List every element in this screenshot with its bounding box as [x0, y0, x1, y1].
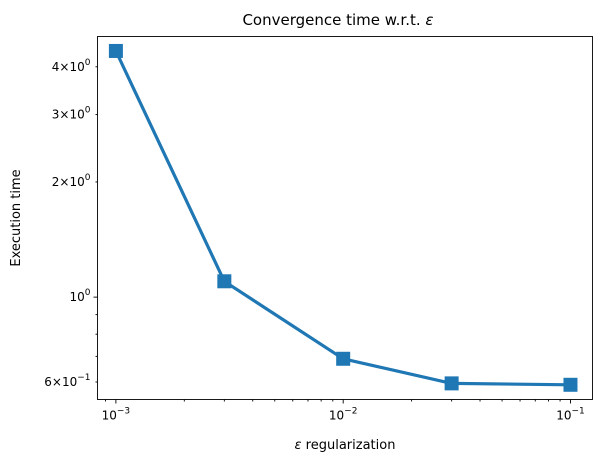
y-tick-base: 10 — [62, 375, 77, 389]
series-line — [114, 50, 571, 387]
y-tick-mantissa: 4 — [52, 60, 60, 74]
x-tick-base: 10 — [329, 409, 344, 423]
y-tick-label: 6×10−1 — [44, 373, 90, 389]
y-tick-exponent: 0 — [85, 106, 91, 116]
data-point-marker — [217, 274, 232, 289]
data-point-marker — [108, 43, 123, 58]
axes-frame — [97, 36, 593, 400]
x-tick-base: 10 — [556, 409, 571, 423]
y-tick-base: 10 — [69, 60, 84, 74]
y-tick-base: 10 — [69, 175, 84, 189]
y-tick-exponent: 0 — [85, 173, 91, 183]
y-tick-times: × — [52, 375, 62, 389]
data-point-marker — [336, 351, 351, 366]
y-axis-label: Execution time — [9, 169, 24, 266]
y-tick-label: 2×100 — [52, 173, 91, 189]
chart-title-symbol: ε — [425, 11, 433, 29]
y-tick-times: × — [59, 175, 69, 189]
x-tick-label: 10−1 — [556, 407, 585, 423]
data-point-marker — [444, 376, 459, 391]
x-tick-base: 10 — [102, 409, 117, 423]
y-tick-mantissa: 3 — [52, 108, 60, 122]
y-tick-label: 4×100 — [52, 58, 91, 74]
x-tick-exponent: −1 — [571, 407, 584, 417]
x-axis-ticks: 10−3 10−2 10−1 — [102, 399, 585, 423]
y-tick-mantissa: 2 — [52, 175, 60, 189]
y-tick-exponent: 0 — [85, 58, 91, 68]
y-tick-label: 3×100 — [52, 106, 91, 122]
y-tick-times: × — [59, 60, 69, 74]
series-execution-time — [108, 43, 578, 392]
x-axis-label-text: regularization — [302, 438, 396, 453]
x-tick-exponent: −2 — [344, 407, 357, 417]
y-tick-exponent: 0 — [85, 288, 91, 298]
x-tick-label: 10−2 — [329, 407, 358, 423]
x-axis-label-symbol: ε — [295, 438, 302, 453]
x-tick-label: 10−3 — [102, 407, 131, 423]
data-point-marker — [563, 377, 578, 392]
y-tick-base: 10 — [69, 108, 84, 122]
x-tick-exponent: −3 — [117, 407, 130, 417]
y-tick-label: 100 — [69, 288, 90, 304]
y-tick-mantissa: 6 — [44, 375, 52, 389]
y-tick-exponent: −1 — [77, 373, 90, 383]
y-tick-times: × — [59, 108, 69, 122]
x-axis-label: ε regularization — [295, 438, 396, 453]
chart-title-main: Convergence time w.r.t. — [242, 11, 425, 29]
y-tick-base: 10 — [69, 290, 84, 304]
chart-title: Convergence time w.r.t. ε — [242, 11, 433, 29]
